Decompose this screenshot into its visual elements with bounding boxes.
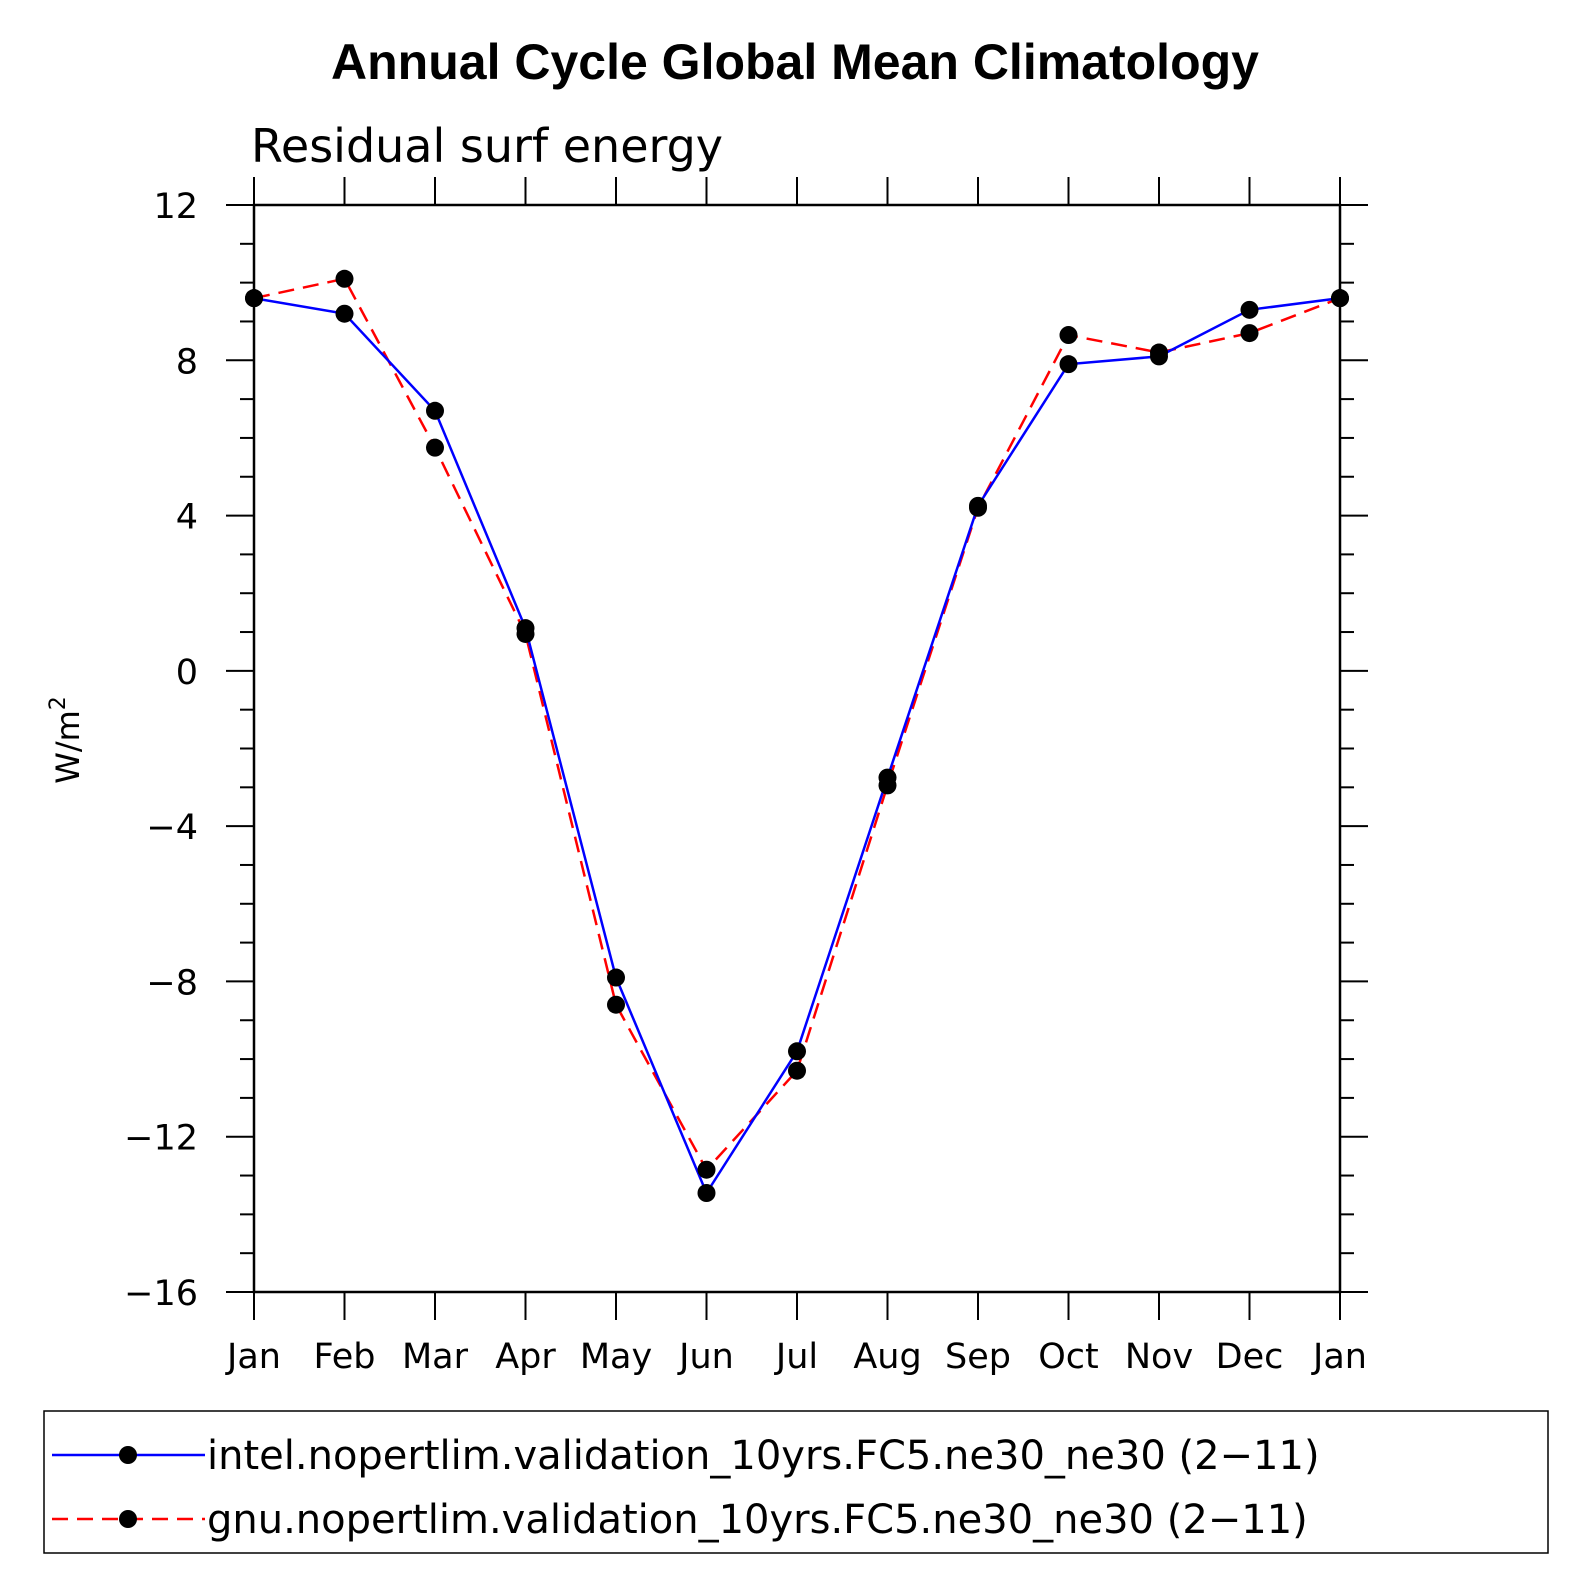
legend-label: intel.nopertlim.validation_10yrs.FC5.ne3… [207,1433,1320,1479]
data-point [878,776,897,795]
y-axis-label-unit: W/m [49,710,87,784]
legend-marker [119,1446,137,1464]
x-tick-label: Aug [853,1337,921,1377]
data-point [1059,326,1078,345]
series-layer [245,269,1349,1203]
x-tick-label: Oct [1038,1337,1099,1377]
data-point [697,1160,716,1179]
y-tick-label: −4 [146,808,198,848]
x-tick-label: Sep [945,1337,1011,1377]
x-tick-label: Jan [225,1337,281,1377]
data-point [426,438,444,457]
data-point [969,498,987,517]
data-point [1240,324,1259,343]
y-tick-label: 8 [176,342,198,382]
data-point [788,1042,806,1061]
data-point [245,289,263,308]
legend-marker [119,1510,137,1528]
series-line [253,277,1341,1172]
x-tick-label: Mar [402,1337,469,1377]
plot-frame [252,203,1342,1294]
x-tick-label: Dec [1216,1337,1284,1377]
legend: intel.nopertlim.validation_10yrs.FC5.ne3… [43,1410,1549,1554]
y-tick-label: −8 [146,963,198,1003]
y-axis-label: W/m2 [46,696,87,784]
legend-label: gnu.nopertlim.validation_10yrs.FC5.ne30_… [207,1497,1308,1543]
x-tick-label: Nov [1125,1337,1193,1377]
x-tick-label: May [580,1337,652,1377]
y-tick-label: 4 [176,498,198,538]
legend-box [43,1410,1549,1554]
x-tick-label: Jan [1311,1337,1367,1377]
data-point [1240,300,1259,319]
data-point [516,624,535,643]
x-tick-label: Jun [677,1337,734,1377]
data-point [697,1184,716,1203]
y-axis-label-superscript: 2 [46,696,71,710]
data-point [335,304,354,323]
plot-border [252,203,1342,1294]
data-point [1059,355,1078,374]
data-point [1331,289,1349,308]
data-point [335,269,354,288]
data-point [1150,343,1168,362]
x-tick-label: Apr [495,1337,556,1377]
data-point [607,968,625,987]
y-tick-label: 12 [153,187,198,227]
x-tick-label: Feb [314,1337,376,1377]
y-tick-label: −16 [124,1274,198,1314]
chart-title: Annual Cycle Global Mean Climatology [331,34,1259,90]
data-point [788,1061,806,1080]
y-tick-label: −12 [124,1119,198,1159]
x-axis: Jan Feb Mar Apr May Jun Jul Aug Sep Oct Nov Dec Jan [225,177,1367,1377]
y-axis: −16 −12 −8 −4 0 4 8 12 [124,187,1368,1314]
y-tick-label: 0 [176,653,198,693]
chart-subtitle: Residual surf energy [251,119,723,173]
data-point [607,995,625,1014]
data-point [426,401,444,420]
x-tick-label: Jul [774,1337,818,1377]
